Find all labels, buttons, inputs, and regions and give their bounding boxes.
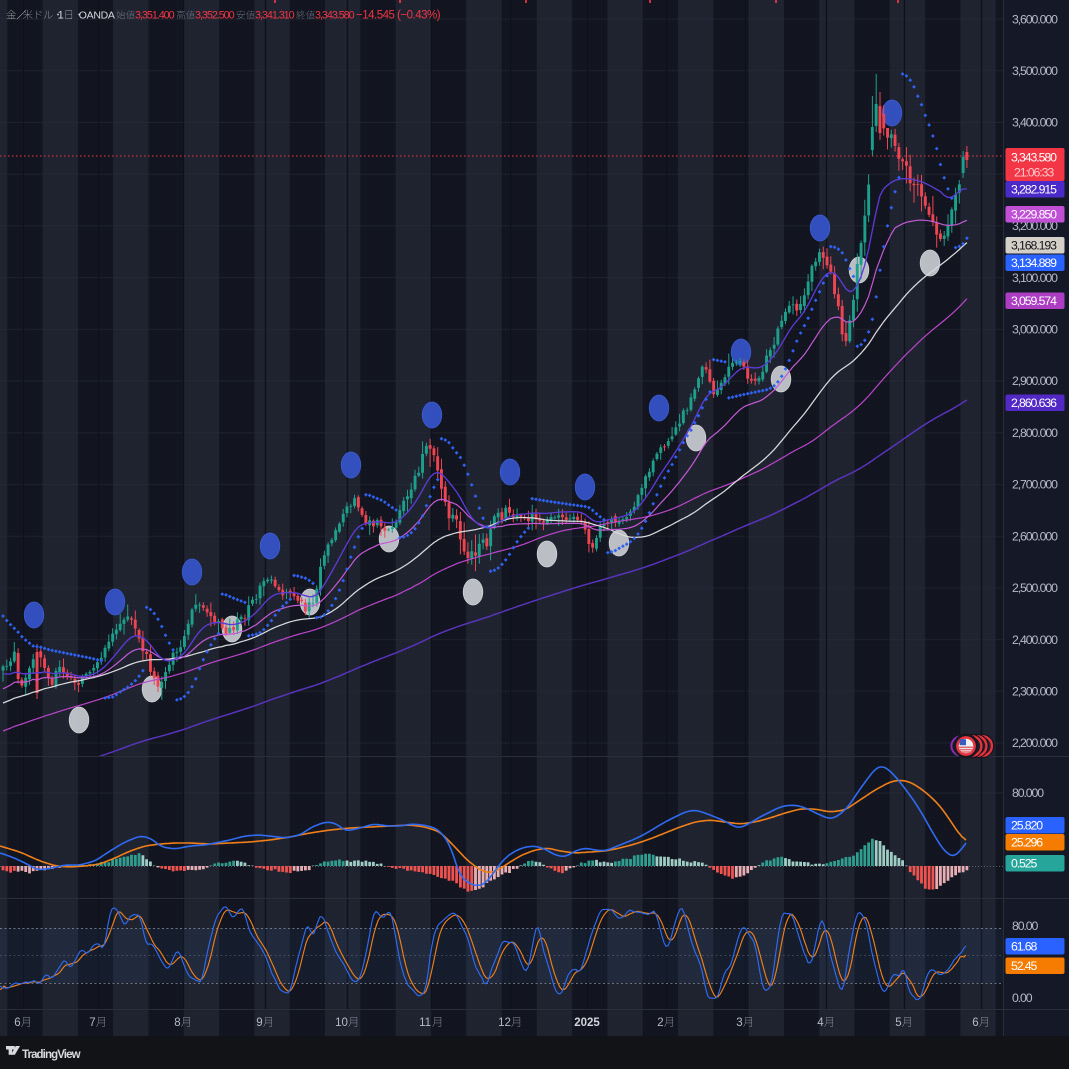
svg-text:8: 8	[174, 1017, 180, 1029]
svg-text:2,900.000: 2,900.000	[1012, 374, 1058, 388]
svg-text:2,500.000: 2,500.000	[1012, 581, 1058, 595]
svg-text:3,500.000: 3,500.000	[1012, 64, 1058, 78]
svg-text:61.68: 61.68	[1011, 940, 1038, 954]
svg-text:3,059.574: 3,059.574	[1011, 294, 1057, 308]
svg-text:2,400.000: 2,400.000	[1012, 633, 1058, 647]
svg-text:11: 11	[419, 1017, 431, 1029]
svg-text:3,000.000: 3,000.000	[1012, 323, 1058, 337]
svg-text:3,351.400: 3,351.400	[135, 10, 175, 22]
svg-text:4: 4	[817, 1017, 824, 1029]
svg-text:2,700.000: 2,700.000	[1012, 478, 1058, 492]
svg-text:3,134.889: 3,134.889	[1011, 256, 1057, 270]
svg-text:2,860.636: 2,860.636	[1011, 396, 1057, 410]
svg-text:3,100.000: 3,100.000	[1012, 271, 1058, 285]
svg-text:21:06:33: 21:06:33	[1014, 166, 1054, 180]
svg-text:2,300.000: 2,300.000	[1012, 685, 1058, 699]
svg-text:6: 6	[14, 1017, 20, 1029]
svg-text:0.525: 0.525	[1011, 857, 1038, 871]
svg-text:3: 3	[736, 1017, 742, 1029]
svg-text:10: 10	[335, 1017, 348, 1029]
svg-text:25.296: 25.296	[1011, 836, 1043, 850]
svg-text:3,343.580: 3,343.580	[1011, 151, 1057, 165]
svg-text:OANDA: OANDA	[79, 10, 115, 22]
svg-text:3,229.850: 3,229.850	[1011, 207, 1057, 221]
svg-text:3,600.000: 3,600.000	[1012, 12, 1058, 26]
svg-text:3,200.000: 3,200.000	[1012, 219, 1058, 233]
svg-text:3,341.310: 3,341.310	[255, 10, 295, 22]
svg-text:25.820: 25.820	[1011, 819, 1043, 833]
svg-text:6: 6	[972, 1017, 978, 1029]
svg-text:80.000: 80.000	[1012, 786, 1044, 800]
svg-text:−14.545 (−0.43%): −14.545 (−0.43%)	[356, 10, 441, 22]
svg-text:80.00: 80.00	[1012, 919, 1039, 933]
svg-text:2,800.000: 2,800.000	[1012, 426, 1058, 440]
svg-text:2025: 2025	[574, 1017, 600, 1029]
svg-text:3,282.915: 3,282.915	[1011, 182, 1057, 196]
svg-text:5: 5	[895, 1017, 901, 1029]
svg-text:9: 9	[256, 1017, 262, 1029]
svg-text:3,168.193: 3,168.193	[1011, 238, 1057, 252]
svg-text:52.45: 52.45	[1011, 959, 1038, 973]
svg-text:0.00: 0.00	[1012, 991, 1033, 1005]
svg-text:2,200.000: 2,200.000	[1012, 736, 1058, 750]
svg-text:3,400.000: 3,400.000	[1012, 116, 1058, 130]
svg-text:7: 7	[89, 1017, 95, 1029]
svg-text:2,600.000: 2,600.000	[1012, 529, 1058, 543]
svg-text:2: 2	[657, 1017, 663, 1029]
svg-text:12: 12	[498, 1017, 511, 1029]
svg-text:1: 1	[58, 10, 64, 22]
svg-text:TradingView: TradingView	[22, 1049, 81, 1061]
svg-text:3,343.580: 3,343.580	[315, 10, 355, 22]
svg-text:3,352.500: 3,352.500	[195, 10, 235, 22]
